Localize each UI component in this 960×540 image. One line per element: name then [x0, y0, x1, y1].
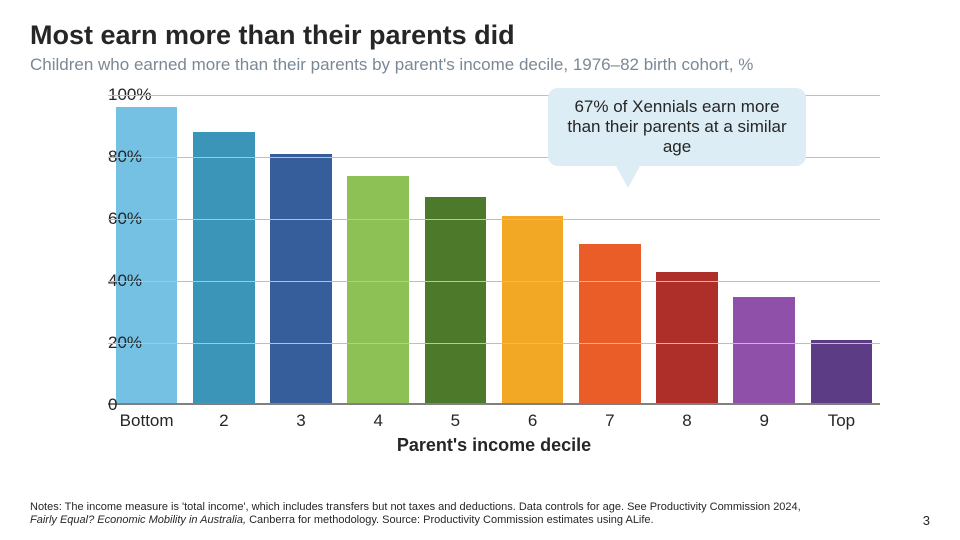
- x-tick-label: 8: [648, 411, 725, 431]
- footer: Notes: The income measure is 'total inco…: [30, 501, 930, 529]
- bar: [193, 132, 255, 405]
- bar: [425, 197, 487, 405]
- x-axis-title: Parent's income decile: [108, 435, 880, 456]
- callout-bubble: 67% of Xennials earn more than their par…: [548, 88, 806, 166]
- bar: [733, 297, 795, 406]
- gridline: [108, 219, 880, 220]
- page-number: 3: [903, 513, 930, 528]
- bar: [656, 272, 718, 405]
- bar-cell: [185, 95, 262, 405]
- x-tick-label: 9: [726, 411, 803, 431]
- bar-cell: [803, 95, 880, 405]
- callout-text: 67% of Xennials earn more than their par…: [558, 97, 796, 157]
- bar: [270, 154, 332, 405]
- page-subtitle: Children who earned more than their pare…: [30, 55, 930, 75]
- bar-cell: [340, 95, 417, 405]
- x-labels: Bottom23456789Top: [108, 411, 880, 431]
- x-tick-label: Bottom: [108, 411, 185, 431]
- bar: [347, 176, 409, 405]
- gridline: [108, 281, 880, 282]
- gridline: [108, 343, 880, 344]
- bar: [579, 244, 641, 405]
- bar: [502, 216, 564, 405]
- notes-line1: Notes: The income measure is 'total inco…: [30, 501, 801, 513]
- x-tick-label: 7: [571, 411, 648, 431]
- x-tick-label: 6: [494, 411, 571, 431]
- bar-cell: [417, 95, 494, 405]
- x-axis-line: [108, 403, 880, 405]
- page-title: Most earn more than their parents did: [30, 20, 930, 51]
- x-tick-label: Top: [803, 411, 880, 431]
- footnotes: Notes: The income measure is 'total inco…: [30, 501, 903, 529]
- bar-cell: [108, 95, 185, 405]
- x-tick-label: 5: [417, 411, 494, 431]
- bar-cell: [262, 95, 339, 405]
- callout-tail: [616, 166, 640, 188]
- notes-line2-italic: Fairly Equal? Economic Mobility in Austr…: [30, 514, 246, 526]
- x-tick-label: 4: [340, 411, 417, 431]
- notes-line2-rest: Canberra for methodology. Source: Produc…: [246, 514, 654, 526]
- slide: Most earn more than their parents did Ch…: [0, 0, 960, 540]
- bar: [811, 340, 873, 405]
- x-tick-label: 2: [185, 411, 262, 431]
- x-tick-label: 3: [262, 411, 339, 431]
